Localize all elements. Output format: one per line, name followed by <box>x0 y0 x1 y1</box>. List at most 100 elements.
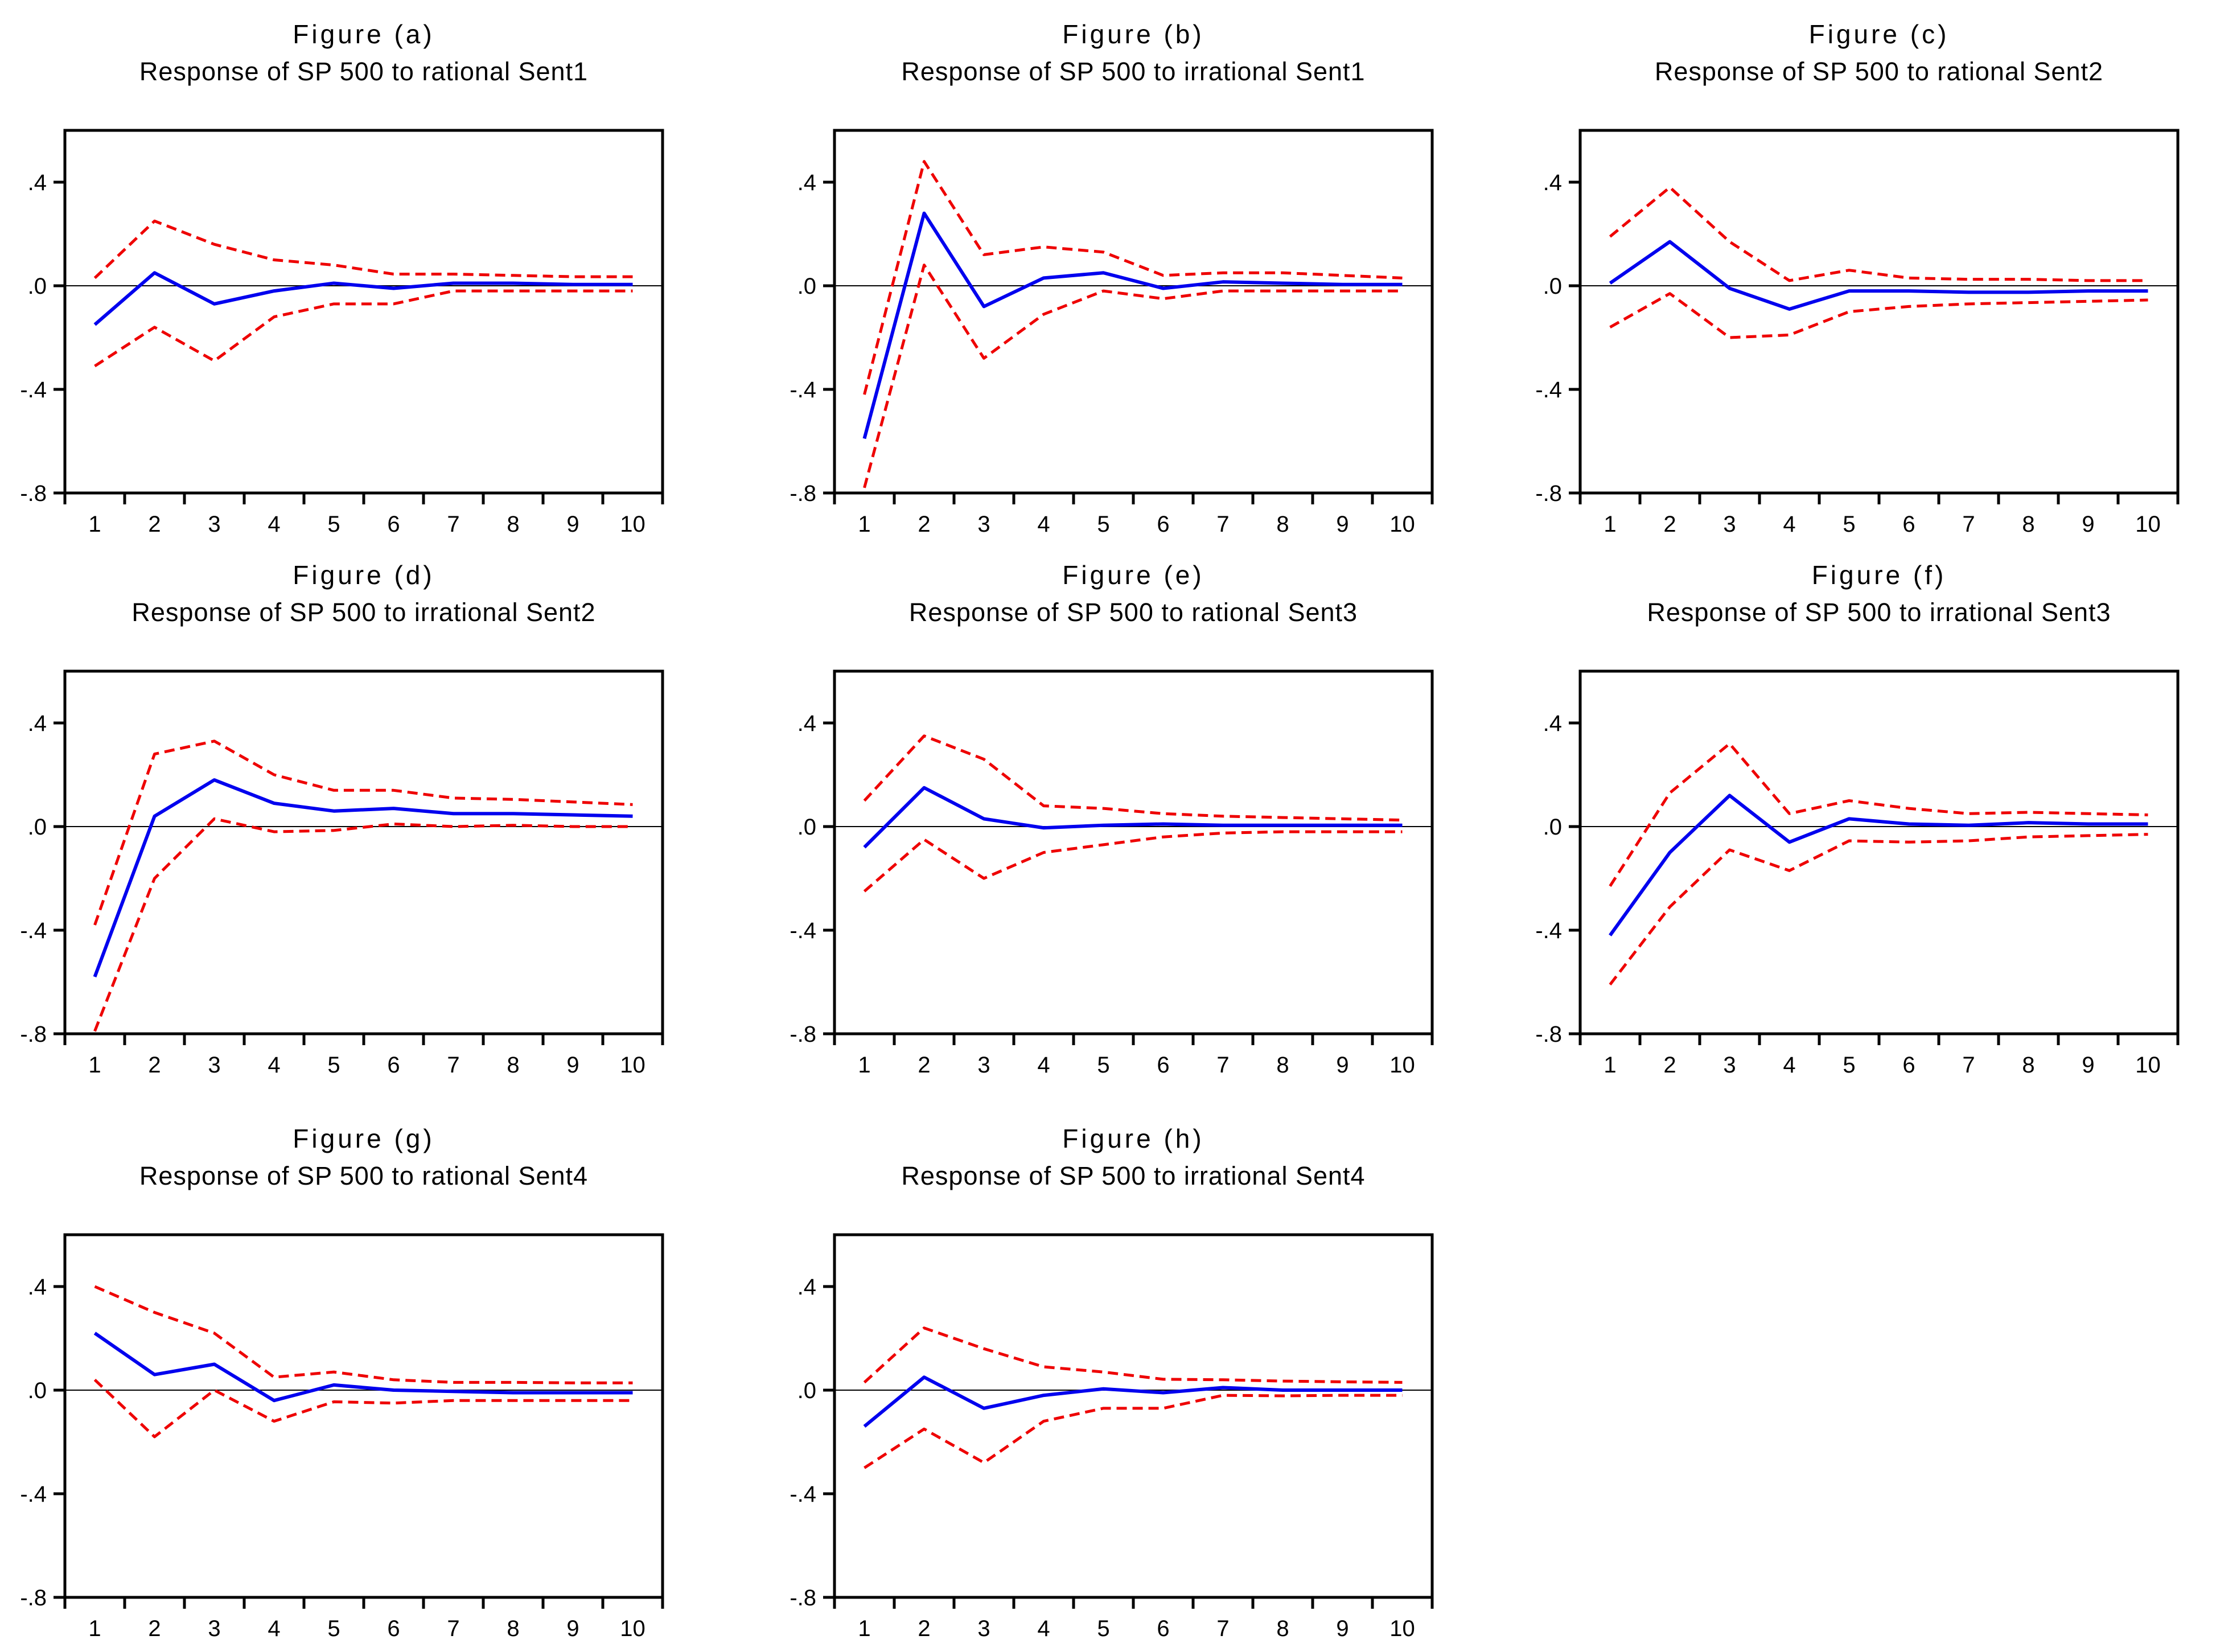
irf-plot-a: .4 .0 -.4 -.8 1 2 3 4 5 6 7 8 9 10 <box>20 129 664 537</box>
x-tick-label: 7 <box>447 1616 459 1641</box>
x-tick-label: 6 <box>387 512 400 537</box>
lower_band-line <box>1609 833 2148 986</box>
panel-title: Figure (d) <box>293 560 435 590</box>
x-tick-label: 5 <box>327 1053 340 1078</box>
x-tick-label: 5 <box>327 1616 340 1641</box>
plot-frame <box>1578 669 2180 1035</box>
x-tick-label: 6 <box>387 1053 400 1078</box>
irf-plot-c: .4 .0 -.4 -.8 1 2 3 4 5 6 7 8 9 10 <box>1535 129 2180 537</box>
x-tick-label: 1 <box>88 1053 101 1078</box>
y-tick-label: .4 <box>1543 711 1562 736</box>
x-tick-label: 2 <box>148 512 161 537</box>
irf-plot-g: .4 .0 -.4 -.8 1 2 3 4 5 6 7 8 9 10 <box>20 1233 664 1641</box>
plot-frame <box>833 669 1434 1035</box>
x-tick-label: 7 <box>1216 512 1229 537</box>
x-tick-label: 9 <box>566 512 579 537</box>
irf-plot-b: .4 .0 -.4 -.8 1 2 3 4 5 6 7 8 9 10 <box>790 129 1434 537</box>
x-tick-label: 10 <box>2135 512 2161 537</box>
x-tick-label: 5 <box>1097 512 1109 537</box>
y-tick-label: -.4 <box>790 1482 816 1507</box>
x-tick-label: 10 <box>2135 1053 2161 1078</box>
x-tick-label: 3 <box>208 1616 220 1641</box>
y-tick-label: .0 <box>797 1378 816 1403</box>
y-tick-label: .0 <box>797 274 816 299</box>
upper_band-line <box>94 1285 633 1384</box>
x-tick-label: 4 <box>1783 512 1795 537</box>
y-tick-label: .4 <box>28 711 47 736</box>
irf-panel-g: Figure (g) Response of SP 500 to rationa… <box>0 1104 738 1645</box>
x-tick-label: 8 <box>507 512 519 537</box>
response-line <box>93 778 633 977</box>
y-tick-label: .4 <box>797 1275 816 1300</box>
x-tick-label: 3 <box>977 1616 990 1641</box>
x-tick-label: 10 <box>620 512 646 537</box>
panel-subtitle: Response of SP 500 to irrational Sent4 <box>901 1161 1366 1190</box>
x-tick-label: 1 <box>88 512 101 537</box>
x-tick-label: 3 <box>1723 512 1736 537</box>
x-tick-label: 8 <box>1276 1053 1289 1078</box>
y-tick-label: .0 <box>28 815 47 840</box>
panel-title: Figure (e) <box>1062 560 1204 590</box>
lower_band-line <box>1609 292 2148 339</box>
x-tick-label: 8 <box>2022 512 2034 537</box>
panel-title: Figure (f) <box>1811 560 1947 590</box>
x-tick-label: 6 <box>1902 512 1915 537</box>
y-tick-label: .4 <box>28 1275 47 1300</box>
x-tick-label: 10 <box>620 1053 646 1078</box>
x-tick-label: 6 <box>1157 1616 1169 1641</box>
y-tick-label: -.4 <box>1535 377 1562 402</box>
y-tick-label: .0 <box>1543 815 1562 840</box>
panel-subtitle: Response of SP 500 to irrational Sent2 <box>131 598 596 627</box>
x-tick-label: 1 <box>858 1053 870 1078</box>
y-tick-label: .4 <box>28 170 47 195</box>
y-tick-label: -.8 <box>1535 481 1562 506</box>
x-tick-label: 2 <box>1663 1053 1676 1078</box>
x-tick-label: 5 <box>327 512 340 537</box>
irf-panel-d: Figure (d) Response of SP 500 to irratio… <box>0 541 738 1082</box>
x-tick-label: 8 <box>507 1053 519 1078</box>
panel-title: Figure (g) <box>293 1124 435 1153</box>
x-tick-label: 2 <box>918 1053 930 1078</box>
y-tick-label: -.8 <box>790 1022 816 1047</box>
irf-panel-e: Figure (e) Response of SP 500 to rationa… <box>739 541 1477 1082</box>
x-tick-label: 7 <box>447 512 459 537</box>
panel-title: Figure (c) <box>1808 19 1950 49</box>
irf-plot-e: .4 .0 -.4 -.8 1 2 3 4 5 6 7 8 9 10 <box>790 669 1434 1078</box>
y-tick-label: .0 <box>28 274 47 299</box>
x-tick-label: 9 <box>566 1053 579 1078</box>
x-tick-label: 5 <box>1097 1053 1109 1078</box>
y-tick-label: -.4 <box>790 377 816 402</box>
panel-subtitle: Response of SP 500 to rational Sent3 <box>908 598 1358 627</box>
response-line <box>863 786 1403 849</box>
lower_band-line <box>864 1394 1403 1469</box>
y-tick-label: -.8 <box>20 1585 47 1610</box>
response-line <box>1609 240 2148 311</box>
x-tick-label: 3 <box>977 1053 990 1078</box>
upper_band-line <box>1609 742 2148 887</box>
x-tick-label: 10 <box>1389 512 1415 537</box>
irf-panel-h: Figure (h) Response of SP 500 to irratio… <box>739 1104 1477 1645</box>
y-tick-label: -.8 <box>20 1022 47 1047</box>
irf-panel-b: Figure (b) Response of SP 500 to irratio… <box>739 0 1477 541</box>
y-tick-label: .0 <box>28 1378 47 1403</box>
x-tick-label: 1 <box>88 1616 101 1641</box>
x-tick-label: 8 <box>1276 512 1289 537</box>
panel-title: Figure (h) <box>1062 1124 1204 1153</box>
x-tick-label: 2 <box>148 1616 161 1641</box>
x-tick-label: 8 <box>1276 1616 1289 1641</box>
x-tick-label: 5 <box>1843 1053 1855 1078</box>
upper_band-line <box>863 734 1403 822</box>
y-tick-label: .4 <box>1543 170 1562 195</box>
irf-panel-c: Figure (c) Response of SP 500 to rationa… <box>1478 0 2216 541</box>
response-line <box>862 211 1403 439</box>
x-tick-label: 10 <box>1389 1616 1415 1641</box>
irf-plot-f: .4 .0 -.4 -.8 1 2 3 4 5 6 7 8 9 10 <box>1535 669 2180 1078</box>
upper_band-line <box>863 1326 1403 1384</box>
x-tick-label: 3 <box>1723 1053 1736 1078</box>
y-tick-label: .0 <box>1543 274 1562 299</box>
x-tick-label: 2 <box>918 1616 930 1641</box>
x-tick-label: 4 <box>1037 512 1050 537</box>
x-tick-label: 4 <box>268 1616 280 1641</box>
response-line <box>863 1375 1403 1428</box>
